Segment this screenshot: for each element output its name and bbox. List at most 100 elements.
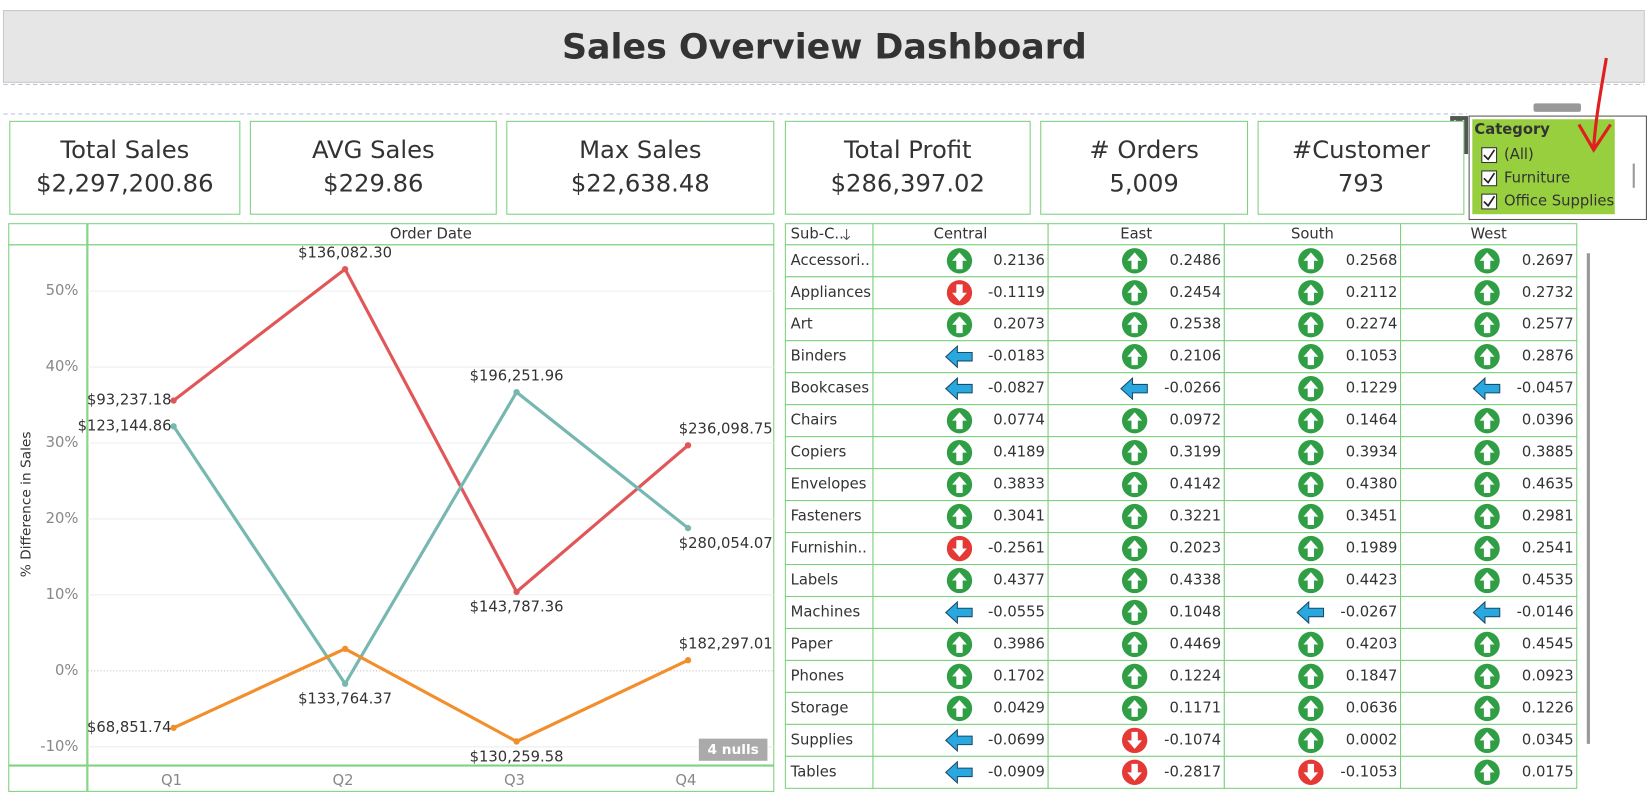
data-point: [341, 645, 349, 652]
row-label: Binders: [791, 348, 847, 365]
trend-arrow: [1303, 284, 1319, 302]
trend-icon: [944, 728, 973, 753]
trend-arrow: [1127, 572, 1143, 589]
value-label: $136,082.30: [298, 244, 392, 261]
cell-value: 0.2073: [993, 316, 1045, 333]
cell-value: 0.2454: [1169, 284, 1221, 301]
cell-value: 0.2577: [1522, 316, 1574, 333]
trend-icon: [944, 760, 973, 785]
cell-value: 0.2106: [1169, 348, 1221, 365]
kpi-card: [784, 120, 1031, 215]
sort-icon[interactable]: [843, 228, 851, 241]
cell-value: -0.0555: [988, 603, 1045, 620]
kpi-value: $229.86: [323, 169, 423, 198]
cell-value: -0.0183: [988, 348, 1045, 365]
row-label: Fasteners: [791, 508, 862, 525]
cell-value: 0.0774: [993, 412, 1045, 429]
table-cell: [784, 691, 874, 725]
trend-arrow: [1479, 476, 1495, 494]
table-cell: [784, 244, 874, 278]
cell-value: 0.4535: [1522, 572, 1574, 589]
cell-value: 0.4142: [1169, 476, 1221, 493]
cell-value: -0.0909: [988, 763, 1045, 780]
trend-icon: [944, 376, 973, 401]
trend-arrow: [1303, 252, 1319, 270]
cell-value: -0.2817: [1164, 763, 1221, 780]
trend-arrow: [952, 252, 967, 270]
cell-value: 0.4189: [993, 444, 1045, 461]
data-point: [341, 680, 349, 687]
trend-arrow: [1479, 636, 1495, 653]
trend-arrow: [1303, 476, 1319, 494]
x-tick-label: Q2: [332, 772, 353, 789]
trend-icon: [1472, 600, 1501, 625]
filter-option[interactable]: (All): [1504, 146, 1534, 163]
row-label: Storage: [791, 699, 849, 716]
cell-value: 0.1224: [1169, 667, 1221, 684]
cell-value: 0.2023: [1169, 540, 1221, 557]
trend-arrow: [1479, 444, 1495, 462]
frame: [87, 765, 775, 792]
column-header: Sub-C..: [791, 225, 844, 242]
cell-value: -0.0266: [1164, 380, 1221, 397]
cell-value: -0.1053: [1340, 763, 1397, 780]
trend-arrow: [1479, 316, 1495, 334]
trend-arrow: [1127, 731, 1143, 749]
trend-arrow: [952, 699, 967, 717]
check-mark: [1483, 172, 1496, 184]
cell-value: 0.2136: [993, 252, 1045, 269]
trend-arrow: [1303, 636, 1319, 653]
cell-value: 0.2274: [1346, 316, 1398, 333]
null-badge[interactable]: [698, 738, 768, 761]
table-cell: [784, 723, 874, 757]
cell-value: 0.1464: [1346, 412, 1398, 429]
trend-arrow: [1127, 667, 1143, 685]
cell-value: 0.2541: [1522, 540, 1574, 557]
frame: [8, 223, 88, 246]
data-point: [684, 524, 692, 532]
trend-arrow: [1479, 412, 1495, 430]
filter-option[interactable]: Furniture: [1504, 169, 1570, 186]
cell-value: 0.0972: [1169, 412, 1221, 429]
table-cell: [784, 404, 874, 438]
y-tick-label: 50%: [46, 282, 79, 299]
y-tick-label: 40%: [46, 358, 79, 375]
cell-value: 0.3885: [1522, 444, 1574, 461]
trend-arrow: [1479, 540, 1495, 557]
kpi-value: 5,009: [1109, 169, 1178, 198]
trend-arrow: [1479, 348, 1495, 366]
value-label: $196,251.96: [470, 367, 564, 384]
data-point: [513, 388, 520, 396]
cell-value: 0.2486: [1169, 252, 1221, 269]
kpi-label: # Orders: [1089, 135, 1199, 164]
check-mark: [1483, 195, 1496, 208]
trend-arrow: [952, 284, 967, 302]
trend-icon: [944, 600, 973, 625]
trend-arrow: [1127, 763, 1143, 781]
series-line: [172, 389, 690, 687]
trend-arrow: [952, 412, 967, 430]
trend-arrow: [1303, 572, 1319, 589]
trend-icon: [1120, 376, 1148, 401]
filter-option[interactable]: Office Supplies: [1504, 193, 1614, 210]
value-label: $236,098.75: [679, 420, 773, 437]
cell-value: 0.0345: [1522, 731, 1574, 748]
table-cell: [784, 308, 874, 342]
cell-value: 0.0396: [1522, 412, 1574, 429]
data-point: [341, 265, 349, 273]
trend-arrow: [1127, 316, 1143, 334]
value-label: $280,054.07: [679, 535, 773, 552]
cell-value: 0.1702: [993, 667, 1045, 684]
trend-arrow: [1303, 444, 1319, 462]
value-label: $130,259.58: [470, 748, 564, 765]
cell-value: 0.1989: [1346, 540, 1398, 557]
cell-value: 0.1171: [1169, 699, 1221, 716]
kpi-label: #Customer: [1292, 135, 1430, 164]
row-label: Machines: [791, 603, 861, 620]
cell-value: -0.0699: [988, 731, 1045, 748]
trend-arrow: [952, 444, 967, 462]
cell-value: 0.2568: [1346, 252, 1398, 269]
kpi-label: Max Sales: [579, 135, 701, 164]
cell-value: -0.0457: [1517, 380, 1574, 397]
